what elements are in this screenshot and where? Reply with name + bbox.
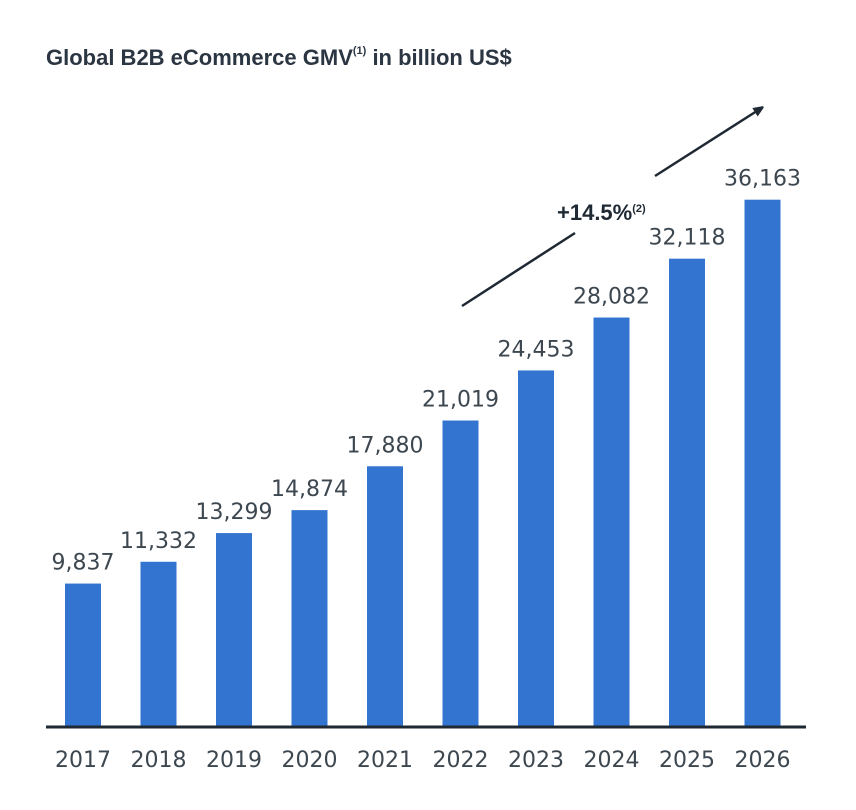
bar-2020 <box>291 510 328 727</box>
x-tick-label-2022: 2022 <box>433 748 489 773</box>
growth-arrow-lower <box>461 231 576 308</box>
value-label-2019: 13,299 <box>196 500 273 525</box>
cagr-value: +14.5% <box>557 200 632 225</box>
cagr-annotation: +14.5%(2) <box>557 200 646 225</box>
bar-2024 <box>593 317 630 727</box>
growth-arrow-upper <box>654 109 760 178</box>
bar-2018 <box>140 561 177 727</box>
value-label-2017: 9,837 <box>52 551 115 576</box>
x-tick-label-2026: 2026 <box>735 748 791 773</box>
x-tick-label-2018: 2018 <box>131 748 187 773</box>
value-label-2023: 24,453 <box>498 337 575 362</box>
chart-title-suffix: in billion US$ <box>366 45 512 70</box>
x-tick-labels-group: 2017 2018 2019 2020 2021 2022 2023 2024 2025 2026 <box>55 748 791 773</box>
value-label-2025: 32,118 <box>649 226 726 251</box>
x-tick-label-2019: 2019 <box>206 748 262 773</box>
bar-2019 <box>216 533 252 727</box>
value-label-2026: 36,163 <box>724 167 801 192</box>
bar-2026 <box>744 199 781 727</box>
x-tick-label-2025: 2025 <box>659 748 715 773</box>
bar-2025 <box>669 258 705 727</box>
cagr-superscript: (2) <box>632 203 646 215</box>
value-label-2020: 14,874 <box>271 477 348 502</box>
x-tick-label-2023: 2023 <box>508 748 564 773</box>
value-label-2018: 11,332 <box>120 529 197 554</box>
x-tick-label-2020: 2020 <box>282 748 338 773</box>
x-tick-label-2024: 2024 <box>584 748 640 773</box>
chart-title-superscript: (1) <box>352 44 367 57</box>
bar-2017 <box>65 583 101 727</box>
chart-title: Global B2B eCommerce GMV(1) in billion U… <box>46 45 512 71</box>
value-label-2022: 21,019 <box>422 388 499 413</box>
bars-group <box>65 199 781 727</box>
chart-title-main: Global B2B eCommerce GMV <box>46 45 353 70</box>
bar-2022 <box>442 420 479 727</box>
value-label-2021: 17,880 <box>347 433 424 458</box>
x-tick-label-2017: 2017 <box>55 748 111 773</box>
x-tick-label-2021: 2021 <box>357 748 413 773</box>
bar-2023 <box>518 370 554 727</box>
bar-2021 <box>367 466 403 727</box>
value-label-2024: 28,082 <box>573 285 650 310</box>
